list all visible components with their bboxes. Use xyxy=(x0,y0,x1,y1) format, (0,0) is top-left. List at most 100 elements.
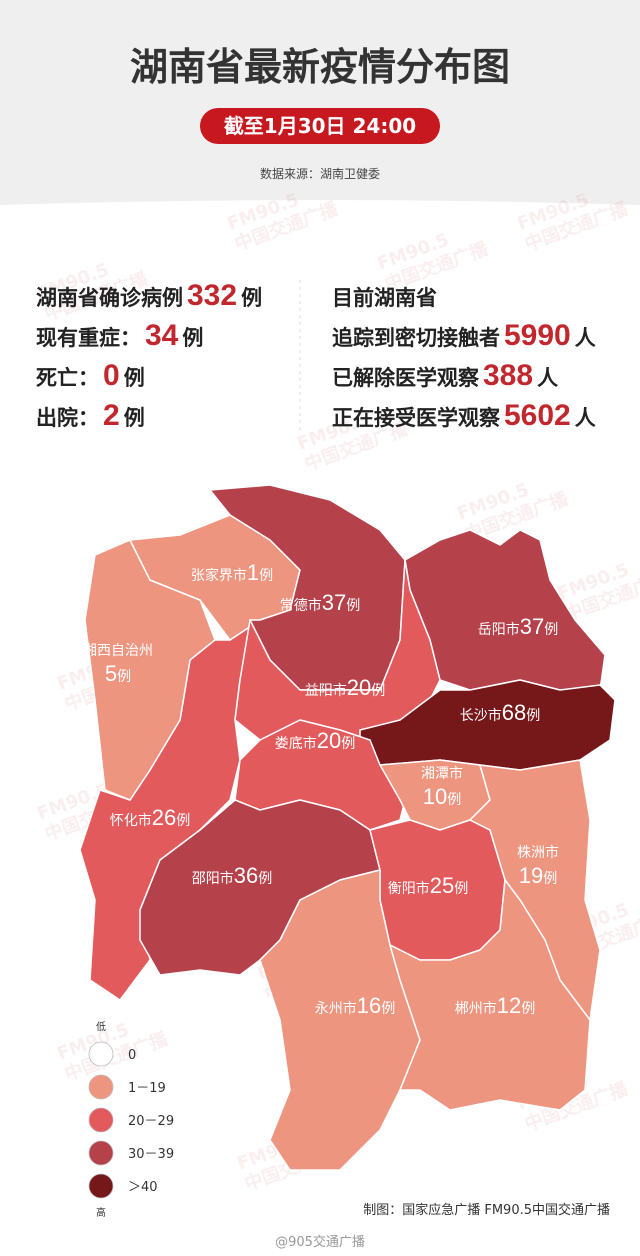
legend-swatch xyxy=(88,1074,114,1100)
stat-value: 0 xyxy=(103,359,120,392)
region-cases: 19 xyxy=(519,863,543,888)
stat-line: 追踪到密切接触者 5990 人 xyxy=(332,319,596,352)
region-value-line: 5例 xyxy=(105,661,131,686)
stat-heading: 目前湖南省 xyxy=(332,286,437,310)
region xyxy=(389,879,591,1111)
watermark: FM90.5中国交通广播 xyxy=(55,1008,172,1086)
legend-low: 低 xyxy=(96,1020,106,1033)
stat-unit: 人 xyxy=(575,326,596,350)
stat-value: 332 xyxy=(187,279,237,312)
region-name: 湘潭市 xyxy=(421,765,463,782)
date: 截至1月30日 24:00 xyxy=(224,114,416,138)
stat-label: 死亡： xyxy=(36,366,99,390)
region-cases: 5 xyxy=(105,661,117,686)
region-label: 娄底市20例 xyxy=(275,728,355,753)
region-label: 岳阳市37例 xyxy=(478,614,558,639)
region-label: 衡阳市25例 xyxy=(388,873,468,898)
stat-unit: 例 xyxy=(241,286,262,310)
region-unit: 例 xyxy=(176,813,190,829)
region-unit: 例 xyxy=(543,871,557,887)
region-name: 张家界市 xyxy=(191,567,247,584)
region-cases: 26 xyxy=(152,805,176,830)
region-cases: 12 xyxy=(497,993,521,1018)
region-cases: 10 xyxy=(423,784,447,809)
header-bg xyxy=(0,0,640,205)
region-unit: 例 xyxy=(381,1001,395,1017)
region-label: 郴州市12例 xyxy=(455,993,535,1018)
region-label: 永州市16例 xyxy=(315,993,395,1018)
region-label: 张家界市1例 xyxy=(191,560,273,585)
legend-label: 0 xyxy=(128,1048,136,1063)
region-name: 湘西自治州 xyxy=(83,643,153,659)
stat-unit: 人 xyxy=(537,366,558,390)
region-value-line: 19例 xyxy=(519,863,557,888)
legend-swatch xyxy=(88,1140,114,1166)
stat-unit: 人 xyxy=(575,406,596,430)
region-name: 郴州市 xyxy=(455,1000,497,1017)
legend-label: ＞40 xyxy=(128,1180,158,1195)
region-labels: 怀化市26例湘西自治州5例张家界市1例常德市37例岳阳市37例益阳市20例长沙市… xyxy=(83,560,559,1018)
region-unit: 例 xyxy=(454,881,468,897)
stat-label: 已解除医学观察 xyxy=(332,366,480,390)
region-label: 长沙市68例 xyxy=(460,700,540,725)
region-cases: 16 xyxy=(357,993,381,1018)
stat-label: 湖南省确诊病例 xyxy=(36,286,183,310)
region-unit: 例 xyxy=(544,622,558,638)
legend-label: 30－39 xyxy=(128,1147,174,1162)
region-label: 益阳市20例 xyxy=(305,675,385,700)
region-name: 永州市 xyxy=(315,1000,357,1017)
date-badge xyxy=(200,108,440,144)
legend-swatch xyxy=(88,1041,114,1067)
stat-value: 5602 xyxy=(504,399,571,432)
region-name: 株洲市 xyxy=(517,844,559,861)
title: 湖南省最新疫情分布图 xyxy=(130,45,510,89)
stat-line: 死亡： 0 例 xyxy=(36,359,145,392)
stat-value: 5990 xyxy=(504,319,571,352)
region-unit: 例 xyxy=(521,1001,535,1017)
region-unit: 例 xyxy=(259,568,273,584)
stat-line: 正在接受医学观察 5602 人 xyxy=(332,399,596,432)
legend-swatch xyxy=(88,1107,114,1133)
legend: 低 0 1－19 20－29 30－39 ＞40 高 xyxy=(88,1020,174,1219)
legend-label: 20－29 xyxy=(128,1114,174,1129)
weibo: @905交通广播 xyxy=(275,1234,365,1250)
region-name: 邵阳市 xyxy=(192,870,234,887)
region-unit: 例 xyxy=(526,708,540,724)
region-name: 衡阳市 xyxy=(388,880,430,897)
region-name: 长沙市 xyxy=(460,707,502,724)
region xyxy=(234,559,441,741)
region-unit: 例 xyxy=(341,736,355,752)
credit: 制图：国家应急广播 FM90.5中国交通广播 xyxy=(363,1202,610,1218)
region-value-line: 10例 xyxy=(423,784,461,809)
region-unit: 例 xyxy=(371,683,385,699)
stat-label: 现有重症： xyxy=(36,326,141,350)
region-cases: 37 xyxy=(322,590,346,615)
stat-label: 出院： xyxy=(36,406,99,430)
legend-swatch xyxy=(88,1173,114,1199)
watermark: FM90.5中国交通广播 xyxy=(375,218,492,296)
region-name: 岳阳市 xyxy=(478,621,520,638)
region-cases: 36 xyxy=(234,863,258,888)
stat-line: 湖南省确诊病例 332 例 xyxy=(36,279,262,312)
source: 数据来源：湖南卫健委 xyxy=(260,166,380,181)
stat-label: 正在接受医学观察 xyxy=(332,406,501,430)
region-cases: 68 xyxy=(502,700,526,725)
region-unit: 例 xyxy=(447,792,461,808)
region-unit: 例 xyxy=(258,871,272,887)
legend-label: 1－19 xyxy=(128,1081,166,1096)
region-cases: 20 xyxy=(347,675,371,700)
region-label: 常德市37例 xyxy=(280,590,360,615)
stat-unit: 例 xyxy=(124,366,145,390)
stat-line: 出院： 2 例 xyxy=(36,399,145,432)
stat-line: 已解除医学观察 388 人 xyxy=(332,359,558,392)
stat-value: 34 xyxy=(145,319,179,352)
stat-value: 2 xyxy=(103,399,120,432)
stat-line: 现有重症： 34 例 xyxy=(36,319,203,352)
region-cases: 1 xyxy=(247,560,259,585)
region-name: 益阳市 xyxy=(305,682,347,699)
legend-high: 高 xyxy=(96,1206,106,1219)
stat-unit: 例 xyxy=(124,406,145,430)
region-name: 常德市 xyxy=(280,597,322,614)
